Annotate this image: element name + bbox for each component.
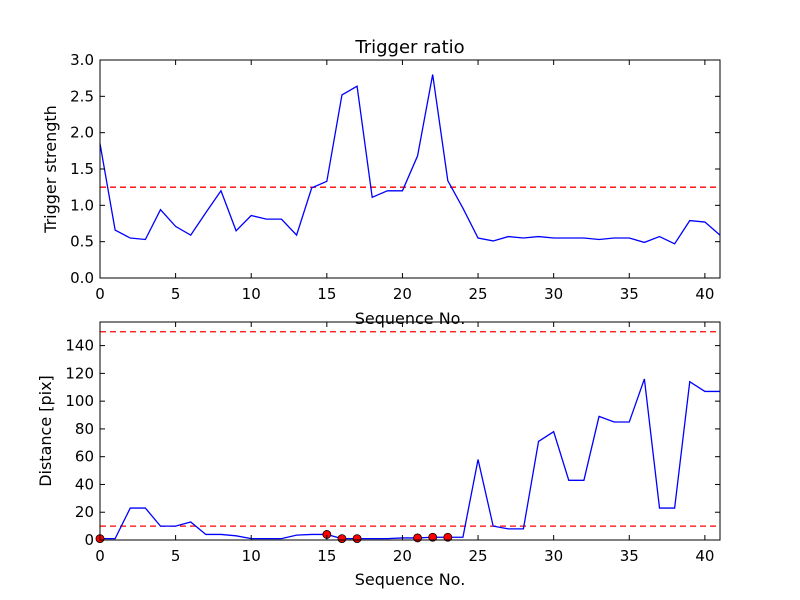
x-tick-label: 20 [393, 547, 412, 565]
x-tick-label: 10 [242, 285, 261, 303]
distance-panel: Sequence No. Distance [pix] 0 5 10 15 20 25 30… [36, 321, 721, 589]
y-tick-label: 40 [75, 475, 94, 493]
x-tick-label: 5 [171, 547, 181, 565]
x-tick-label: 0 [95, 547, 105, 565]
x-tick-label: 35 [620, 547, 639, 565]
x-tick-label: 15 [317, 547, 336, 565]
y-tick-label: 0 [84, 531, 94, 549]
y-tick-label: 60 [75, 448, 94, 466]
x-tick-label: 40 [695, 285, 714, 303]
x-tick-label: 25 [469, 547, 488, 565]
x-tick-label: 20 [393, 285, 412, 303]
x-tick-label: 15 [317, 285, 336, 303]
x-tick-label: 40 [695, 547, 714, 565]
x-tick-label: 25 [469, 285, 488, 303]
x-tick-label: 30 [544, 285, 563, 303]
y-axis-label: Trigger strength [41, 105, 60, 234]
y-tick-label: 0.0 [70, 269, 94, 287]
x-tick-label: 0 [95, 285, 105, 303]
trigger-ratio-panel: Trigger ratio Sequence No. Trigger stren… [41, 37, 721, 328]
plot-frame [99, 59, 721, 279]
x-tick-label: 10 [242, 547, 261, 565]
x-tick-label: 35 [620, 285, 639, 303]
x-axis-label: Sequence No. [355, 309, 466, 328]
y-tick-label: 20 [75, 503, 94, 521]
y-axis-label: Distance [pix] [36, 375, 55, 487]
chart-title: Trigger ratio [354, 37, 464, 58]
y-tick-label: 120 [65, 364, 94, 382]
data-point [443, 532, 453, 542]
data-series-line [100, 378, 720, 540]
data-point [413, 533, 422, 543]
y-tick-label: 2.5 [70, 87, 94, 105]
y-tick-label: 0.5 [70, 233, 94, 251]
y-tick-label: 80 [75, 420, 94, 438]
data-point [337, 534, 347, 544]
data-series-line [99, 74, 721, 245]
y-tick-label: 140 [65, 337, 94, 355]
x-tick-label: 5 [171, 285, 181, 303]
y-tick-label: 3.0 [70, 51, 94, 69]
x-axis-label: Sequence No. [355, 570, 466, 589]
y-tick-label: 2.0 [70, 124, 94, 142]
y-tick-label: 1.5 [70, 160, 94, 178]
data-point [352, 534, 362, 544]
x-tick-label: 30 [544, 547, 563, 565]
y-tick-label: 1.0 [70, 196, 94, 214]
plot-frame [99, 321, 721, 541]
y-tick-label: 100 [65, 392, 94, 410]
data-point [428, 532, 438, 542]
